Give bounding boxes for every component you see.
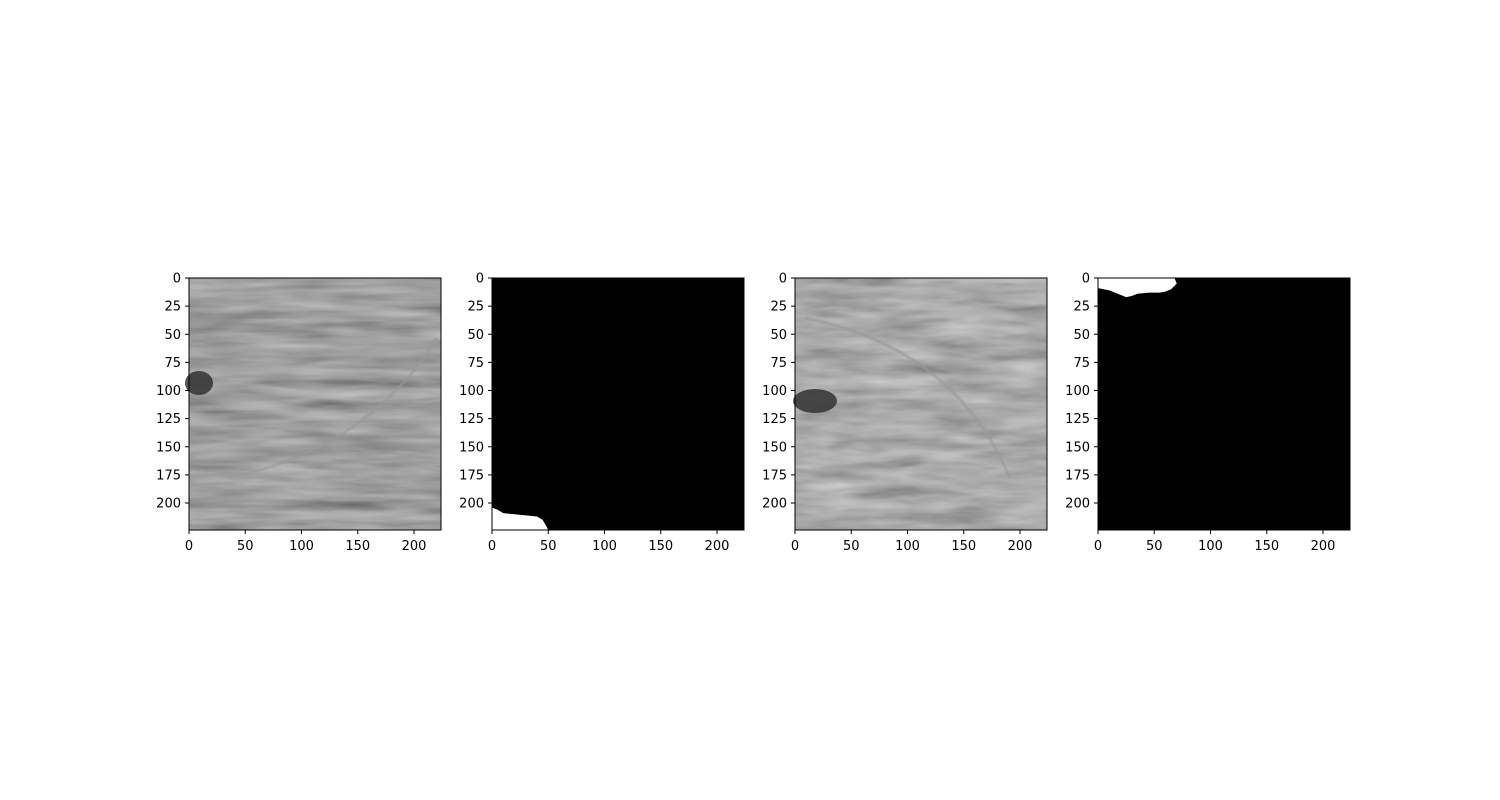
y-tick-label: 100 [156, 384, 181, 399]
y-tick-label: 75 [164, 356, 181, 371]
y-tick-label: 125 [762, 412, 787, 427]
x-tick-label: 50 [237, 539, 254, 554]
y-tick-label: 50 [770, 328, 787, 343]
axes-frame [1097, 277, 1351, 531]
x-tick-label: 200 [1311, 539, 1336, 554]
seismic-texture [189, 278, 441, 530]
y-tick-label: 125 [156, 412, 181, 427]
x-tick-label: 0 [791, 539, 799, 554]
panel-4: 0 50 100 150 200 0 25 50 75 100 125 150 175 200 [1065, 272, 1351, 554]
x-tick-label: 50 [540, 539, 557, 554]
y-tick-label: 75 [1073, 356, 1090, 371]
reflector-curve [804, 316, 1012, 479]
y-tick-label: 50 [1073, 328, 1090, 343]
y-tick-label: 150 [762, 440, 787, 455]
y-tick-label: 150 [156, 440, 181, 455]
x-tick-label: 0 [1094, 539, 1102, 554]
mask-background [1098, 278, 1350, 530]
x-tick-label: 100 [1198, 539, 1223, 554]
x-tick-label: 100 [592, 539, 617, 554]
panel-3: 0 50 100 150 200 0 25 50 75 100 125 150 175 200 [762, 272, 1048, 554]
x-tick-label: 100 [895, 539, 920, 554]
x-tick-label: 0 [488, 539, 496, 554]
y-tick-label: 100 [1065, 384, 1090, 399]
y-tick-label: 25 [164, 300, 181, 315]
axes-frame [188, 277, 442, 531]
y-tick-label: 0 [779, 272, 787, 287]
panel-2: 0 50 100 150 200 0 25 50 75 100 125 150 175 200 [459, 272, 745, 554]
x-tick-label: 100 [289, 539, 314, 554]
dark-anomaly [185, 371, 213, 395]
x-tick-label: 200 [402, 539, 427, 554]
y-tick-label: 175 [762, 468, 787, 483]
y-tick-label: 75 [770, 356, 787, 371]
mask-region [492, 507, 549, 530]
y-tick-label: 175 [156, 468, 181, 483]
y-tick-label: 0 [476, 272, 484, 287]
y-tick-label: 150 [459, 440, 484, 455]
seismic-texture [795, 278, 1047, 530]
axes-frame [491, 277, 745, 531]
y-tick-label: 200 [1065, 497, 1090, 512]
x-tick-label: 150 [951, 539, 976, 554]
mask-background [492, 278, 744, 530]
y-tick-label: 125 [1065, 412, 1090, 427]
x-tick-label: 150 [345, 539, 370, 554]
y-tick-label: 25 [770, 300, 787, 315]
x-tick-label: 200 [1008, 539, 1033, 554]
y-tick-label: 25 [467, 300, 484, 315]
x-tick-label: 150 [1254, 539, 1279, 554]
x-tick-label: 0 [185, 539, 193, 554]
y-tick-label: 25 [1073, 300, 1090, 315]
y-tick-label: 100 [762, 384, 787, 399]
dark-anomaly [793, 389, 837, 413]
y-tick-label: 175 [1065, 468, 1090, 483]
y-tick-label: 200 [156, 497, 181, 512]
mask-region [1098, 278, 1177, 298]
y-tick-label: 200 [459, 497, 484, 512]
y-tick-label: 0 [1082, 272, 1090, 287]
y-tick-label: 175 [459, 468, 484, 483]
panel-1: 0 50 100 150 200 0 25 50 75 100 125 150 175 200 [156, 272, 442, 554]
y-tick-label: 0 [173, 272, 181, 287]
y-tick-label: 125 [459, 412, 484, 427]
axes-frame [794, 277, 1048, 531]
y-tick-label: 75 [467, 356, 484, 371]
x-tick-label: 50 [1146, 539, 1163, 554]
reflector-curve [228, 337, 439, 480]
y-tick-label: 50 [467, 328, 484, 343]
y-tick-label: 100 [459, 384, 484, 399]
y-tick-label: 50 [164, 328, 181, 343]
y-tick-label: 200 [762, 497, 787, 512]
x-tick-label: 50 [843, 539, 860, 554]
y-tick-label: 150 [1065, 440, 1090, 455]
x-tick-label: 200 [705, 539, 730, 554]
x-tick-label: 150 [648, 539, 673, 554]
